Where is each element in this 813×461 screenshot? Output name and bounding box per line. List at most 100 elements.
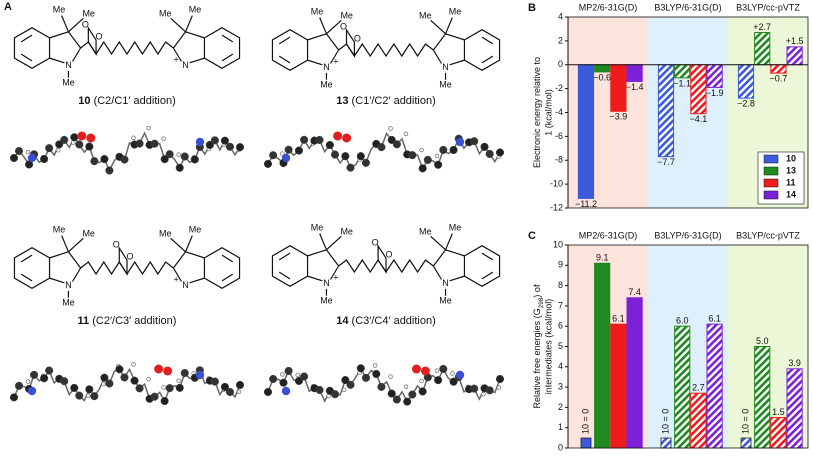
bar	[706, 64, 723, 88]
bar	[610, 64, 627, 112]
y-tick-label: -10	[550, 179, 563, 189]
compound-caption-text: (C3′/C4′ addition)	[352, 315, 436, 327]
atom-label: O	[82, 19, 89, 29]
atom-label: Me	[340, 227, 353, 237]
value-label: +1.5	[786, 36, 804, 46]
y-tick-label: 5	[558, 341, 563, 351]
model-atom	[105, 379, 114, 388]
model-atom	[85, 385, 94, 394]
benzene-ring	[13, 27, 51, 69]
value-label: 10 = 0	[740, 409, 750, 434]
value-label: 6.1	[612, 314, 625, 324]
group-label: B3LYP/6-31G(D)	[654, 2, 721, 12]
model-atom	[150, 139, 159, 148]
atom-label: Me	[419, 11, 432, 21]
model-nitrogen	[281, 153, 291, 163]
atom-label: N	[182, 280, 189, 290]
plot-frame	[567, 244, 809, 449]
model-atom	[485, 149, 494, 158]
bond	[61, 15, 70, 33]
five-ring	[172, 31, 205, 49]
model-atom	[418, 387, 427, 396]
five-ring	[307, 33, 340, 51]
model-nitrogen	[281, 386, 291, 396]
model-atom	[418, 164, 427, 173]
model-atom	[90, 392, 99, 401]
panel-label: A	[4, 1, 12, 13]
bond	[170, 237, 186, 253]
model-atom	[146, 376, 151, 382]
y-tick-label: -4	[555, 107, 563, 117]
bond	[278, 252, 291, 261]
compound-caption-text: (C2′/C3′ addition)	[92, 315, 176, 327]
bond	[221, 254, 234, 263]
bond	[20, 53, 33, 62]
model-atom	[496, 385, 502, 390]
model-atom	[161, 385, 166, 390]
bond	[170, 17, 186, 33]
model-atom	[235, 380, 245, 389]
bond	[432, 49, 443, 64]
model-atom	[434, 368, 440, 373]
model-oxygen	[420, 366, 430, 376]
model-atom	[315, 135, 324, 145]
atom-label: N	[442, 62, 449, 72]
bond	[221, 34, 234, 43]
legend-label: 14	[786, 189, 796, 199]
model-atom	[377, 382, 386, 391]
y-tick-label: 0	[558, 59, 563, 69]
model-atom	[346, 163, 355, 172]
atom-label: Me	[449, 7, 462, 17]
compound-caption: 10 (C2/C1′ addition)	[78, 95, 175, 107]
model-atom	[295, 372, 301, 378]
five-ring	[307, 249, 340, 267]
bond	[449, 275, 465, 282]
y-tick-label: -2	[555, 83, 563, 93]
bond	[319, 233, 328, 251]
model-atom	[434, 153, 440, 159]
benzene-ring	[271, 29, 309, 71]
y-axis-label: Relative free energies (G298) of	[532, 284, 545, 408]
bond	[49, 57, 65, 64]
model-atom	[75, 391, 84, 400]
atom-label: N	[65, 60, 72, 70]
model-atom	[408, 151, 417, 160]
bond	[189, 57, 205, 64]
atom-label: Me	[189, 5, 202, 15]
model-atom	[45, 366, 54, 375]
model-atom	[9, 393, 19, 402]
bond	[221, 53, 234, 62]
five-ring	[432, 33, 465, 51]
value-label: 2.7	[692, 383, 705, 393]
model-atom	[220, 382, 229, 391]
model-atom	[30, 370, 39, 379]
model-atom	[300, 135, 309, 144]
model-atom	[300, 372, 309, 381]
five-ring	[49, 251, 82, 269]
model-atom	[210, 377, 219, 386]
model-atom	[235, 143, 245, 152]
model-atom	[439, 145, 448, 154]
bond	[49, 277, 65, 284]
compound-caption-text: (C2/C1′ addition)	[94, 95, 176, 107]
model-nitrogen	[455, 370, 465, 380]
legend-swatch	[763, 166, 779, 176]
bar	[786, 46, 803, 66]
value-label: −11.2	[575, 199, 597, 209]
bond	[68, 17, 84, 33]
model-atom	[481, 391, 486, 397]
model-atom	[346, 380, 355, 389]
y-tick-label: 10	[553, 239, 563, 249]
model-atom	[135, 139, 144, 148]
model-atom	[372, 369, 381, 379]
zero-marker	[740, 437, 752, 449]
model-nitrogen	[195, 370, 205, 380]
bond	[432, 265, 443, 280]
bond	[481, 36, 494, 45]
atom-label: Me	[62, 77, 75, 87]
legend-label: 10	[786, 153, 796, 163]
atom-label: O	[354, 33, 361, 43]
model-atom	[294, 146, 303, 155]
bar	[754, 32, 771, 66]
